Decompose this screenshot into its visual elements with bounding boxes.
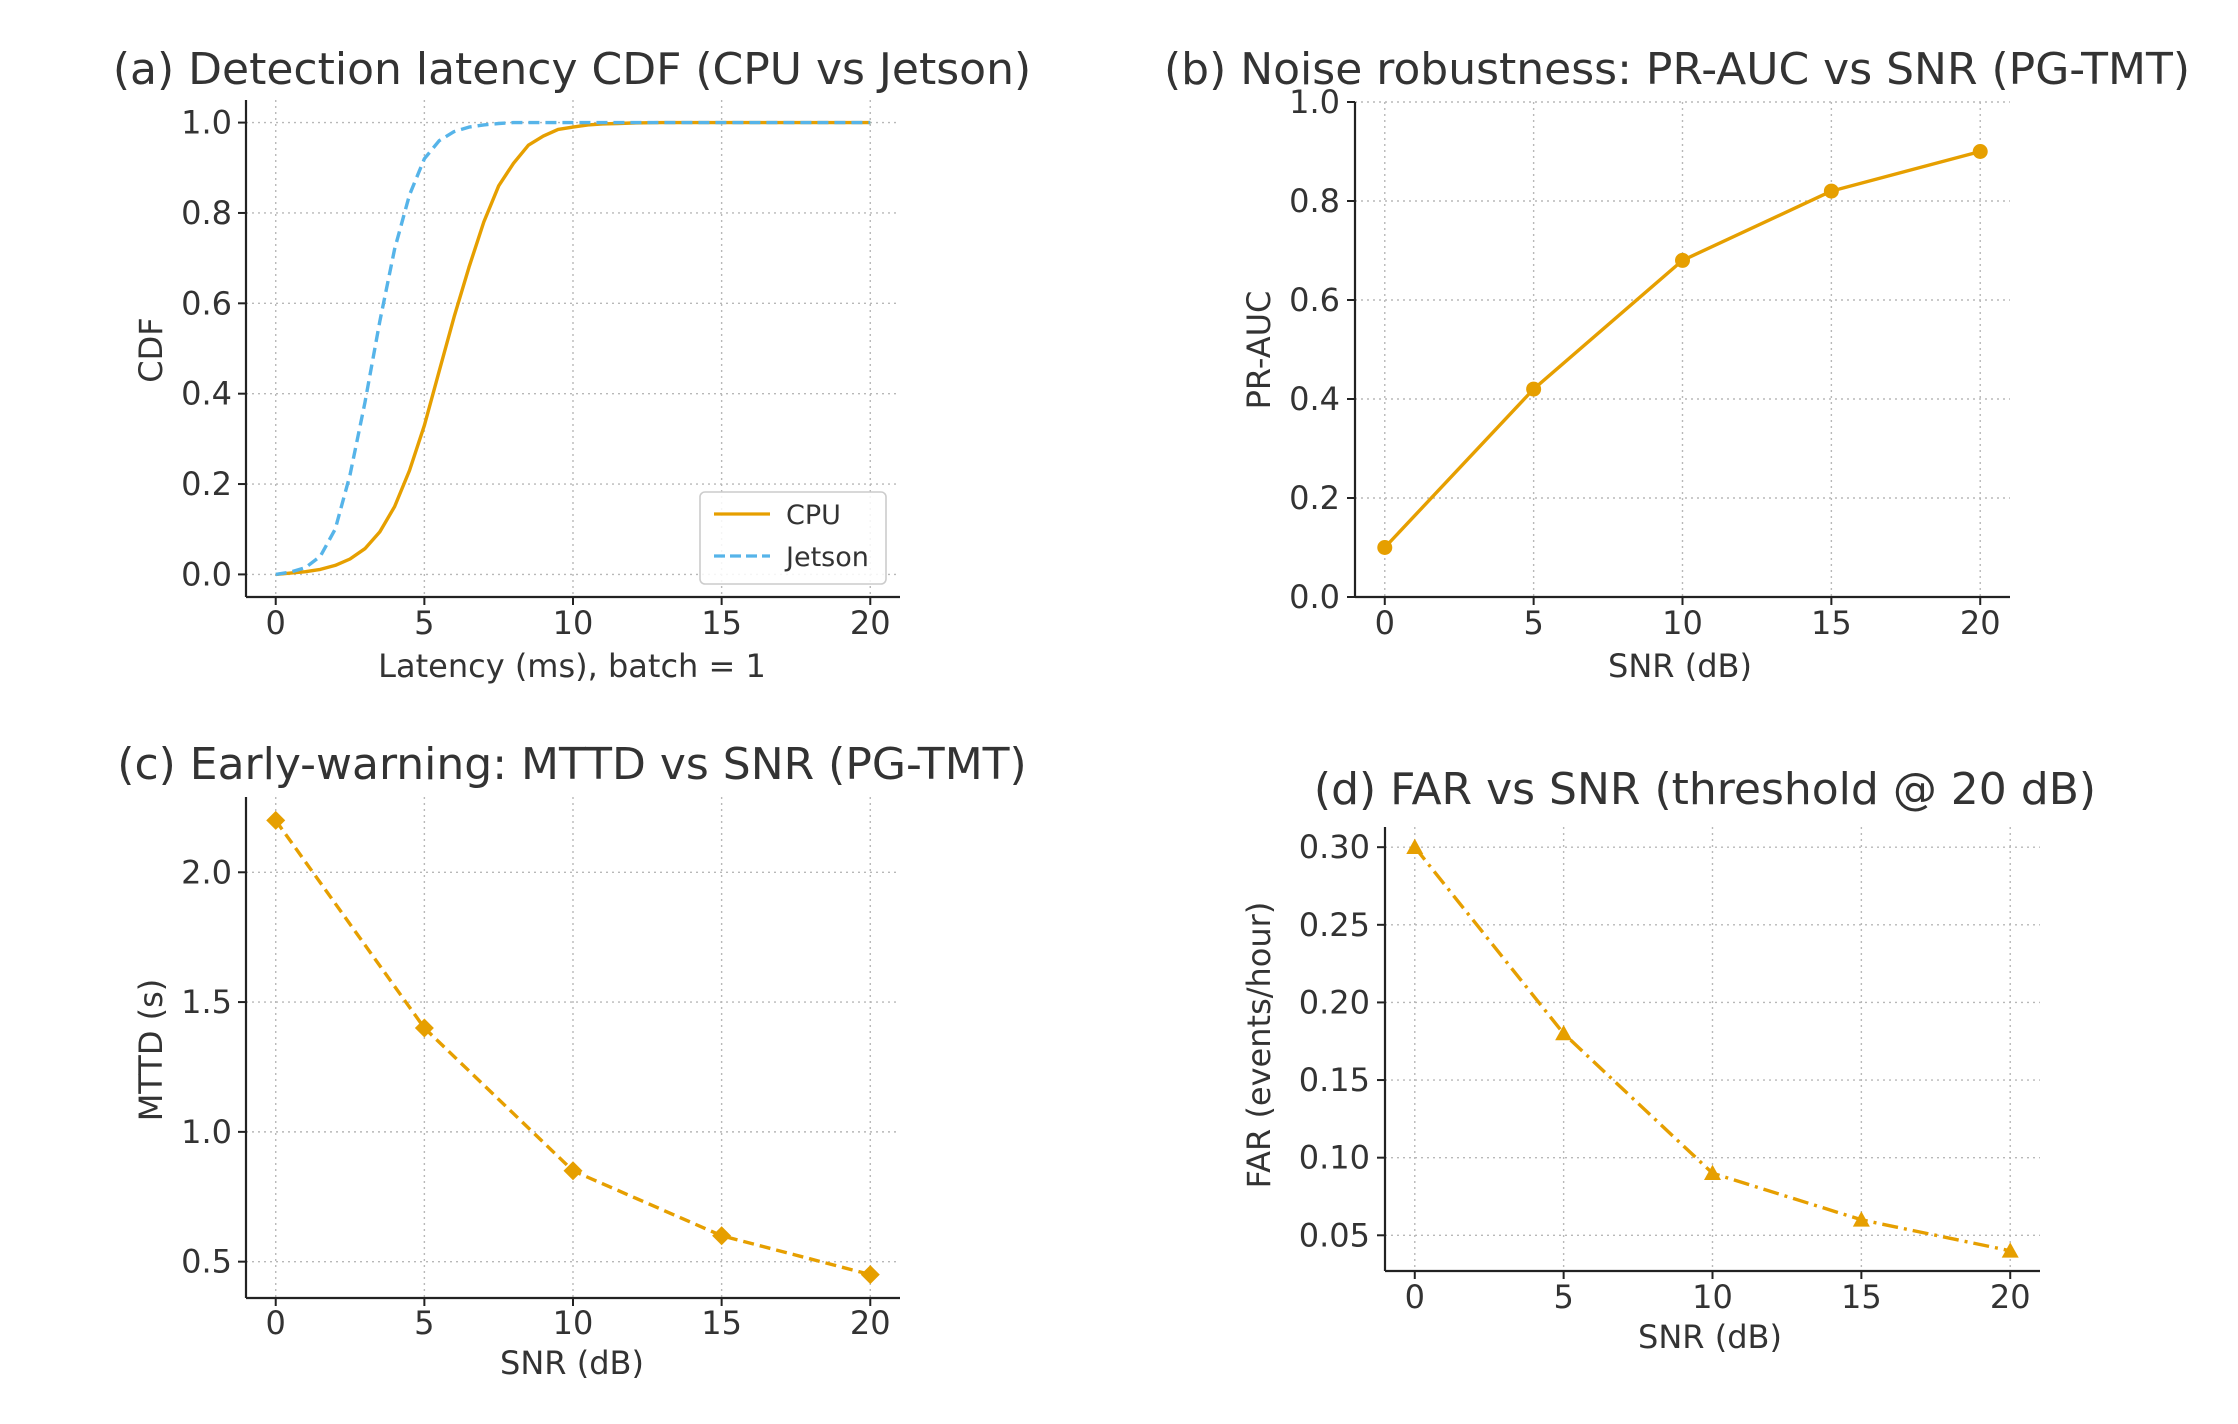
y-tick-label: 0.6 xyxy=(181,284,232,322)
y-tick-label: 1.0 xyxy=(181,1113,232,1151)
panel-a-ylabel: CDF xyxy=(132,317,170,382)
y-tick-label: 0.5 xyxy=(181,1243,232,1281)
panel-c-xlabel: SNR (dB) xyxy=(500,1344,644,1382)
x-tick-label: 20 xyxy=(1960,604,2001,642)
panel-d-grid xyxy=(1385,827,2040,1271)
x-tick-label: 0 xyxy=(1405,1278,1425,1316)
data-point xyxy=(414,1018,434,1038)
y-tick-label: 0.8 xyxy=(181,194,232,232)
series-line-cpu xyxy=(275,120,871,577)
data-point xyxy=(1852,1211,1870,1227)
panel-b-pr-auc: (b) Noise robustness: PR-AUC vs SNR (PG-… xyxy=(1164,44,2190,685)
y-tick-label: 0.0 xyxy=(181,555,232,593)
y-tick-label: 0.20 xyxy=(1299,983,1370,1021)
x-tick-label: 15 xyxy=(701,1304,742,1342)
x-tick-label: 15 xyxy=(701,604,742,642)
data-point xyxy=(712,1226,732,1246)
data-point xyxy=(860,1265,880,1285)
data-point xyxy=(1823,183,1839,199)
panel-a-legend: CPU Jetson xyxy=(699,491,887,585)
panel-c-title: (c) Early-warning: MTTD vs SNR (PG-TMT) xyxy=(117,739,1026,790)
panel-a-xlabel: Latency (ms), batch = 1 xyxy=(378,647,766,685)
y-tick-label: 0.6 xyxy=(1289,281,1340,319)
y-tick-label: 0.8 xyxy=(1289,182,1340,220)
panel-b-axes xyxy=(1353,102,2010,599)
data-point xyxy=(2001,1242,2019,1258)
y-tick-label: 0.25 xyxy=(1299,906,1370,944)
panel-c-mttd: (c) Early-warning: MTTD vs SNR (PG-TMT) … xyxy=(117,739,1026,1382)
panel-b-ticks: 0 5 10 15 20 0.0 0.2 0.4 0.6 0.8 1.0 xyxy=(1289,83,2000,642)
y-tick-label: 1.0 xyxy=(1289,83,1340,121)
y-tick-label: 1.0 xyxy=(181,104,232,142)
data-point xyxy=(1704,1164,1721,1180)
y-tick-label: 0.30 xyxy=(1299,828,1370,866)
panel-c-ylabel: MTTD (s) xyxy=(132,979,170,1122)
y-tick-label: 2.0 xyxy=(181,853,232,891)
x-tick-label: 20 xyxy=(850,604,891,642)
data-point xyxy=(1377,540,1393,555)
legend-label-cpu: CPU xyxy=(786,500,841,531)
panel-d-title: (d) FAR vs SNR (threshold @ 20 dB) xyxy=(1314,764,2096,815)
panel-c-axes xyxy=(244,797,900,1300)
panel-d-ticks: 0 5 10 15 20 0.05 0.10 0.15 0.20 0.25 0.30 xyxy=(1299,828,2031,1316)
y-tick-label: 0.4 xyxy=(1289,380,1340,418)
x-tick-label: 10 xyxy=(1692,1278,1733,1316)
x-tick-label: 5 xyxy=(414,1304,434,1342)
x-tick-label: 0 xyxy=(266,1304,286,1342)
x-tick-label: 5 xyxy=(1523,604,1543,642)
panel-c-series xyxy=(266,810,880,1285)
data-point xyxy=(1526,381,1542,397)
x-tick-label: 0 xyxy=(1375,604,1395,642)
panel-a-series xyxy=(275,120,871,577)
x-tick-label: 20 xyxy=(1990,1278,2031,1316)
panel-c-grid xyxy=(246,797,900,1298)
data-point xyxy=(1675,252,1690,268)
x-tick-label: 15 xyxy=(1841,1278,1882,1316)
panel-a-ticks: 0 5 10 15 20 0.0 0.2 0.4 0.6 0.8 1.0 xyxy=(181,104,891,642)
panel-a-axes xyxy=(244,100,900,599)
x-tick-label: 5 xyxy=(1553,1278,1573,1316)
data-point xyxy=(266,810,286,830)
panel-a-title: (a) Detection latency CDF (CPU vs Jetson… xyxy=(113,44,1031,95)
x-tick-label: 5 xyxy=(414,604,434,642)
panel-c-ticks: 0 5 10 15 20 0.5 1.0 1.5 2.0 xyxy=(181,853,891,1342)
panel-d-ylabel: FAR (events/hour) xyxy=(1240,902,1278,1189)
panel-d-series xyxy=(1406,838,2019,1258)
y-tick-label: 0.4 xyxy=(181,375,232,413)
x-tick-label: 10 xyxy=(1662,604,1703,642)
panel-d-xlabel: SNR (dB) xyxy=(1638,1318,1782,1356)
x-tick-label: 10 xyxy=(553,1304,594,1342)
panel-b-title: (b) Noise robustness: PR-AUC vs SNR (PG-… xyxy=(1164,44,2190,95)
data-point xyxy=(1555,1024,1573,1041)
y-tick-label: 0.05 xyxy=(1299,1216,1370,1254)
y-tick-label: 0.0 xyxy=(1289,578,1340,616)
data-point xyxy=(1972,144,1988,159)
x-tick-label: 20 xyxy=(850,1304,891,1342)
data-point xyxy=(1406,838,1424,854)
panel-a-latency-cdf: (a) Detection latency CDF (CPU vs Jetson… xyxy=(113,44,1031,685)
panel-b-series xyxy=(1377,144,1988,555)
y-tick-label: 1.5 xyxy=(181,983,232,1021)
panel-b-xlabel: SNR (dB) xyxy=(1608,647,1752,685)
data-point xyxy=(563,1161,583,1181)
legend-label-jetson: Jetson xyxy=(784,542,869,573)
panel-b-grid xyxy=(1355,101,2010,598)
y-tick-label: 0.15 xyxy=(1299,1061,1370,1099)
series-line-jetson xyxy=(275,120,871,577)
y-tick-label: 0.2 xyxy=(181,465,232,503)
x-tick-label: 15 xyxy=(1811,604,1852,642)
x-tick-label: 10 xyxy=(553,604,594,642)
y-tick-label: 0.10 xyxy=(1299,1139,1370,1177)
panel-d-axes xyxy=(1383,827,2040,1273)
panel-b-ylabel: PR-AUC xyxy=(1240,291,1278,410)
y-tick-label: 0.2 xyxy=(1289,479,1340,517)
x-tick-label: 0 xyxy=(266,604,286,642)
panel-d-far: (d) FAR vs SNR (threshold @ 20 dB) SNR (… xyxy=(1240,764,2096,1356)
